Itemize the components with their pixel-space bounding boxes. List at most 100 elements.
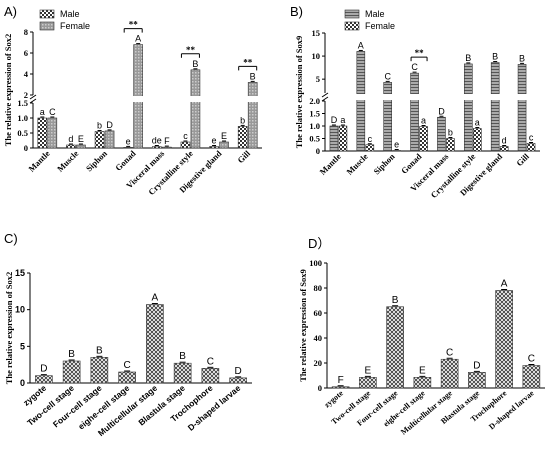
bar-male	[490, 62, 500, 152]
significance-letter: de	[152, 136, 162, 146]
panel-letter: C)	[4, 231, 18, 246]
bar-female	[104, 130, 115, 149]
bar-male	[66, 144, 76, 149]
significance-bracket-text: **	[415, 48, 425, 58]
significance-letter: D	[331, 115, 338, 125]
bar-male	[123, 147, 133, 149]
x-tick-label: Gill	[514, 151, 531, 168]
significance-letter: B	[68, 349, 75, 360]
panel-letter: B)	[290, 4, 303, 19]
significance-letter: c	[183, 131, 188, 141]
bar-break-gap	[132, 96, 144, 102]
y-axis-title: The relative expression of Sox2	[4, 272, 14, 385]
y-tick-label: 20	[314, 358, 323, 368]
bar-break-gap	[189, 96, 201, 102]
bar	[173, 362, 192, 384]
significance-letter: E	[78, 134, 84, 144]
significance-bracket-text: **	[243, 57, 253, 67]
significance-letter: b	[448, 128, 453, 138]
x-tick-label: zygote	[322, 388, 345, 409]
significance-letter: B	[519, 53, 525, 63]
y-tick-label: 100	[309, 258, 322, 268]
bar-male	[437, 116, 446, 152]
significance-letter: a	[40, 107, 45, 117]
bar-female	[76, 144, 86, 149]
panel-letter: D）	[308, 236, 330, 251]
bar-break-gap	[382, 94, 393, 100]
significance-letter: D	[106, 120, 113, 130]
legend-label: Male	[60, 9, 80, 19]
y-tick-label-upper: 2	[24, 90, 28, 100]
bar-male	[464, 63, 473, 152]
significance-letter: B	[192, 59, 198, 69]
bar	[201, 368, 220, 384]
significance-letter: e	[212, 136, 217, 146]
bar	[118, 371, 136, 384]
bar-break-gap	[463, 94, 474, 100]
significance-letter: F	[164, 136, 170, 146]
significance-bracket-text: **	[129, 20, 139, 30]
bar-female	[338, 125, 348, 152]
significance-letter: b	[240, 115, 245, 125]
significance-letter: e	[126, 136, 131, 146]
significance-bracket-text: **	[186, 45, 196, 55]
bar	[468, 372, 486, 389]
bar	[35, 375, 53, 384]
significance-letter: E	[221, 131, 227, 141]
significance-letter: C	[446, 347, 453, 358]
y-tick-label: 5	[20, 341, 25, 351]
y-tick-label-lower: 0.5	[17, 128, 28, 138]
bar-male	[94, 131, 105, 149]
bar-female	[473, 128, 482, 152]
x-tick-label: Siphon	[84, 148, 109, 173]
significance-letter: A	[358, 40, 364, 50]
significance-letter: C	[528, 354, 535, 365]
significance-letter: D	[438, 106, 445, 116]
bar-male	[410, 72, 419, 152]
significance-letter: E	[419, 365, 426, 376]
y-tick-label-lower: 2.0	[309, 96, 320, 106]
x-tick-label: Muscle	[55, 148, 81, 174]
y-axis-title: The relative expression of Sox2	[3, 34, 13, 147]
bar-break-gap	[409, 94, 420, 100]
bar-female	[47, 117, 58, 149]
y-tick-label-upper: 6	[24, 48, 28, 58]
bar-male	[383, 82, 392, 152]
legend-label: Female	[60, 21, 90, 31]
bar-male	[209, 146, 219, 149]
significance-letter: b	[97, 121, 102, 131]
bar-male	[329, 125, 339, 152]
bar-female	[392, 150, 401, 152]
bar-female	[499, 146, 509, 152]
significance-letter: C	[411, 62, 418, 72]
bar	[495, 290, 513, 389]
y-tick-label-lower: 1.0	[17, 113, 28, 123]
axis-break	[29, 98, 37, 104]
significance-letter: B	[179, 351, 186, 362]
y-tick-label: 60	[314, 308, 323, 318]
bar-female	[190, 69, 201, 149]
y-tick-label-lower: 1.5	[17, 98, 28, 108]
significance-letter: A	[152, 293, 159, 304]
bar-break-gap	[490, 94, 501, 100]
bar-male	[37, 117, 48, 149]
significance-letter: c	[529, 133, 534, 143]
significance-letter: D	[40, 364, 47, 375]
significance-letter: D	[473, 360, 480, 371]
panel-d: D） The relative expression of Sox9 0 20 40 60…	[298, 236, 545, 437]
y-tick-label: 15	[15, 268, 25, 278]
legend-swatch-male	[344, 9, 360, 19]
bar-break-gap	[247, 96, 259, 102]
y-tick-label: 0	[318, 383, 322, 393]
significance-letter: d	[502, 136, 507, 146]
significance-letter: c	[368, 134, 373, 144]
significance-letter: e	[394, 140, 399, 150]
bar	[146, 304, 164, 384]
bar-female	[365, 144, 375, 152]
panel-a: A) The relative expression of Sox2 0 0.5 1.0…	[3, 4, 262, 197]
y-tick-label-upper: 10	[312, 51, 321, 61]
y-tick-label: 80	[314, 283, 323, 293]
y-tick-label-lower: 1.0	[309, 121, 320, 131]
x-tick-label: Muscle	[344, 151, 370, 177]
axis-break	[321, 96, 329, 102]
